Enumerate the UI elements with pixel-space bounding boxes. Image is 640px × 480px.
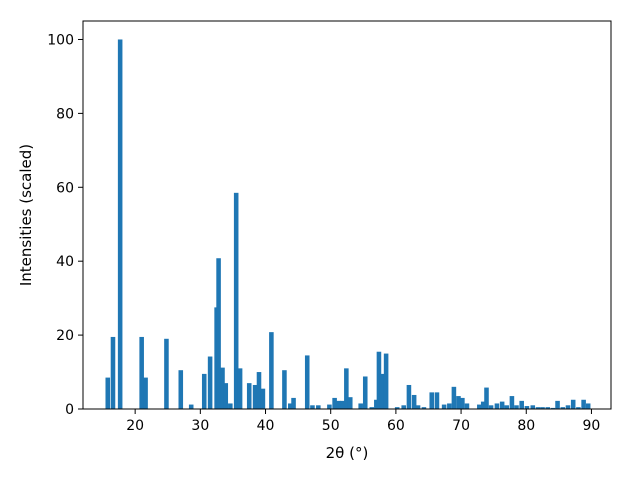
bar (252, 384, 258, 409)
bar (570, 399, 576, 409)
bar (340, 400, 345, 409)
y-axis-label: Intensities (scaled) (17, 144, 35, 286)
bar (585, 403, 591, 409)
bar (550, 407, 556, 409)
bar (336, 400, 341, 409)
bar (421, 407, 427, 409)
bar (304, 355, 310, 409)
bar (344, 368, 349, 409)
bar (188, 404, 194, 409)
bar (451, 386, 457, 409)
bar (535, 407, 541, 409)
bar (362, 376, 368, 409)
bar (524, 406, 530, 409)
bar (464, 403, 470, 409)
bar (565, 405, 571, 409)
y-tick-label: 80 (56, 106, 74, 122)
bar (456, 396, 461, 409)
x-tick-label: 80 (517, 418, 535, 434)
y-axis-ticks: 0 20 40 60 80 100 (47, 32, 83, 418)
x-tick-label: 40 (257, 418, 275, 434)
x-tick-label: 20 (126, 418, 144, 434)
bar (117, 39, 123, 409)
bar (164, 338, 169, 409)
plot-frame (82, 20, 612, 410)
bar (434, 392, 440, 409)
bar (327, 404, 332, 409)
x-axis-ticks: 20 30 40 50 60 70 80 90 (126, 409, 600, 434)
bar (288, 403, 293, 409)
bar (374, 399, 379, 409)
bar (406, 384, 412, 409)
bars-group (105, 39, 591, 409)
bar (216, 258, 221, 409)
bar (477, 404, 482, 409)
bar (105, 377, 111, 409)
y-tick-label: 0 (65, 402, 74, 418)
bar (139, 336, 144, 409)
bar (256, 372, 262, 409)
y-tick-label: 20 (56, 328, 74, 344)
bar (519, 400, 524, 409)
bar (110, 336, 116, 409)
bar (201, 373, 207, 409)
bar (358, 403, 363, 409)
x-tick-label: 90 (583, 418, 601, 434)
bar (429, 392, 435, 409)
bar (499, 401, 505, 409)
bar (488, 405, 494, 409)
bar (545, 407, 551, 409)
bar (269, 332, 274, 409)
bar (207, 356, 213, 409)
bar (441, 404, 447, 409)
bar (223, 383, 229, 409)
y-tick-label: 40 (56, 254, 74, 270)
bar (379, 373, 385, 409)
bar (460, 397, 465, 409)
x-tick-label: 50 (322, 418, 340, 434)
bar (246, 383, 252, 409)
bar (369, 407, 375, 409)
bar (316, 405, 321, 409)
bar (504, 405, 509, 409)
bar (282, 370, 287, 409)
bar (228, 403, 233, 409)
bar (555, 400, 560, 409)
bar (447, 403, 452, 409)
x-axis-label: 2θ (°) (326, 444, 369, 462)
bar (260, 388, 266, 409)
y-tick-label: 60 (56, 180, 74, 196)
bar (143, 377, 148, 409)
bar (540, 407, 545, 409)
x-tick-label: 60 (387, 418, 405, 434)
bar (233, 192, 239, 409)
bar (220, 367, 225, 409)
bar (376, 351, 382, 409)
bar (347, 397, 353, 409)
bar (394, 407, 400, 409)
bar (560, 407, 566, 409)
bar (530, 405, 536, 409)
bar (484, 387, 489, 409)
bar (178, 370, 184, 409)
bar (514, 405, 519, 409)
bar (401, 405, 406, 409)
bar (581, 399, 586, 409)
bar (415, 405, 421, 409)
bar (480, 401, 486, 409)
bar (576, 407, 581, 409)
bar (291, 397, 296, 409)
bar (237, 368, 243, 409)
bar (411, 394, 417, 409)
bar (494, 403, 500, 409)
y-tick-label: 100 (47, 32, 74, 48)
bar (332, 397, 337, 409)
x-tick-label: 30 (191, 418, 209, 434)
bar (383, 353, 389, 409)
bar (509, 396, 515, 409)
x-tick-label: 70 (452, 418, 470, 434)
bar (310, 405, 315, 409)
